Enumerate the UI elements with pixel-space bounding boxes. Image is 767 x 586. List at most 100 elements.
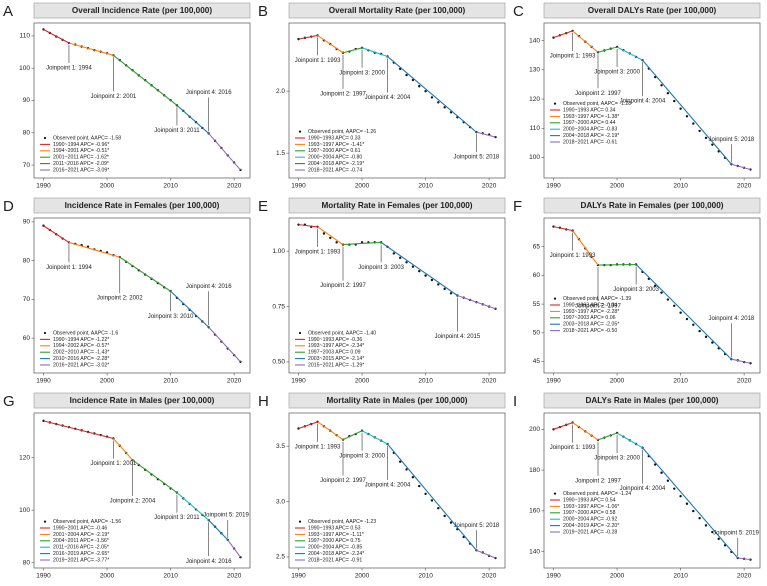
legend-label: Observed point, AAPC= -1.26 [308, 129, 376, 135]
joinpoint-label: Joinpoint 4: 2004 [620, 486, 666, 492]
observed-point [392, 252, 396, 255]
x-tick-label: 2000 [100, 183, 115, 190]
observed-point [704, 136, 708, 140]
legend-label: 2016~2021 APC= -3.09* [53, 167, 109, 173]
fitted-segment [361, 47, 388, 58]
legend-label: Observed point, AAPC= -1.58 [53, 135, 121, 141]
x-tick-label: 2000 [610, 573, 625, 580]
x-tick-label: 1990 [546, 183, 561, 190]
joinpoint-label: Joinpoint 4: 2004 [365, 483, 411, 489]
y-tick-label: 1.5 [276, 150, 285, 157]
joinpoint-label: Joinpoint 5: 2018 [709, 137, 755, 143]
x-tick-label: 2020 [482, 378, 497, 385]
legend-label: 2004~2018 APC= -2.24* [308, 551, 364, 557]
fitted-segment [553, 30, 573, 39]
fitted-segment [553, 422, 573, 430]
y-tick-label: 120 [529, 96, 540, 103]
legend-label: 2016~2021 APC= -3.02* [53, 362, 109, 368]
y-tick-label: 2.0 [276, 88, 285, 95]
legend-label: 2018~2021 APC= -0.50 [563, 328, 617, 334]
joinpoint-label: Joinpoint 1: 1993 [295, 249, 341, 255]
fitted-segment [597, 432, 618, 441]
joinpoint-label: Joinpoint 3: 2000 [594, 70, 640, 76]
observed-point [673, 487, 676, 490]
x-tick-label: 2020 [227, 378, 242, 385]
joinpoint-label: Joinpoint 2: 1997 [575, 304, 621, 310]
x-tick-label: 2010 [163, 378, 178, 385]
observed-point [711, 143, 714, 146]
joinpoint-label: Joinpoint 1: 1993 [550, 53, 596, 59]
y-tick-label: 3.0 [276, 498, 285, 505]
joinpoint-label: Joinpoint 2: 1997 [320, 91, 366, 97]
fitted-segment [43, 225, 70, 243]
plot-frame [33, 217, 251, 374]
fitted-segment [317, 226, 344, 246]
panel-title: DALYs Rate in Females (per 100,000) [580, 201, 723, 210]
fitted-segment [553, 226, 573, 232]
legend-label: 1997~2000 APC= 0.58 [563, 510, 616, 516]
joinpoint-label: Joinpoint 5: 2019 [203, 512, 249, 518]
legend-label: 1997~2000 APC= 0.44 [563, 120, 616, 126]
legend-label: 2004~2019 APC= -2.20* [563, 523, 619, 529]
panel-letter: C [513, 3, 524, 20]
fitted-segment [597, 46, 618, 53]
legend-label: 2019~2021 APC= -3.77* [53, 557, 109, 563]
plot-frame [33, 412, 251, 569]
fitted-segment [476, 131, 496, 138]
legend-label: 1993~1997 APC= -1.06* [563, 504, 619, 510]
legend-label: 2011~2016 APC= -2.09* [53, 161, 109, 167]
observed-point [449, 521, 453, 524]
observed-point [411, 78, 415, 82]
observed-point [424, 90, 427, 93]
joinpoint-label: Joinpoint 3: 2000 [339, 453, 385, 459]
legend-marker [553, 102, 557, 105]
fitted-segment [380, 241, 458, 296]
fitted-segment [342, 47, 363, 54]
y-tick-label: 2.5 [276, 554, 285, 561]
fitted-segment [68, 42, 114, 56]
observed-point [430, 499, 434, 502]
joinpoint-label: Joinpoint 5: 2018 [454, 523, 500, 529]
legend-label: 2011~2016 APC= -2.05* [53, 545, 109, 551]
fitted-segment [113, 54, 178, 106]
title-box [33, 2, 251, 19]
x-tick-label: 2020 [227, 183, 242, 190]
plot-frame [33, 22, 251, 179]
legend-label: 2019~2021 APC= -0.28 [563, 529, 617, 535]
title-box [288, 392, 506, 409]
legend-label: Observed point, AAPC= -1.56 [53, 519, 121, 525]
fitted-segment [457, 294, 496, 310]
observed-point [430, 96, 434, 99]
joinpoint-label: Joinpoint 3: 2003 [613, 287, 659, 293]
observed-point [335, 241, 338, 244]
y-tick-label: 45 [533, 358, 541, 365]
x-tick-label: 2000 [610, 183, 625, 190]
legend-label: 2016~2019 APC= -2.65* [53, 551, 109, 557]
y-tick-label: 180 [529, 467, 540, 474]
x-tick-label: 1990 [546, 378, 561, 385]
observed-point [698, 329, 701, 333]
panel-title: Mortality Rate in Females (per 100,000) [321, 201, 472, 210]
legend-label: 1993~1997 APC= -1.38* [563, 114, 619, 120]
fitted-segment [208, 519, 229, 541]
joinpoint-label: Joinpoint 4: 2004 [365, 95, 411, 101]
title-box [288, 197, 506, 214]
fitted-segment [317, 34, 344, 54]
x-tick-label: 2000 [610, 378, 625, 385]
observed-point [443, 106, 446, 109]
y-tick-label: 55 [533, 301, 541, 308]
observed-point [673, 99, 676, 103]
plot-frame [288, 217, 506, 374]
observed-point [679, 495, 682, 498]
joinpoint-label: Joinpoint 4: 2015 [435, 334, 481, 340]
observed-point [424, 274, 427, 277]
legend-label: Observed point, AAPC= -1.40 [308, 330, 376, 336]
observed-point [679, 311, 682, 314]
panel-title: Overall Mortality Rate (per 100,000) [329, 6, 466, 15]
observed-point [418, 484, 421, 488]
legend-label: 2018~2021 APC= -0.91 [308, 557, 362, 563]
legend-label: Observed point, AAPC= -1.39 [563, 296, 631, 302]
fitted-segment [616, 432, 643, 449]
legend-label: 1993~1997 APC= -2.34* [308, 343, 364, 349]
